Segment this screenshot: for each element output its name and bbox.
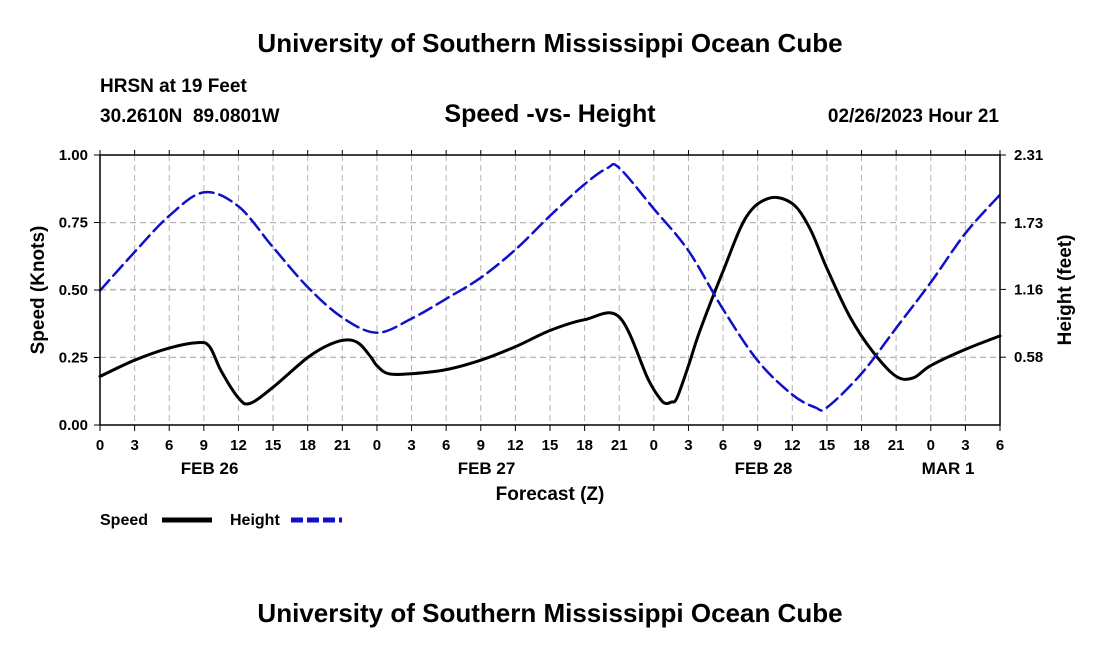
x-tick-label: 18	[853, 437, 870, 454]
day-label: FEB 28	[735, 459, 793, 478]
page-title-bottom: University of Southern Mississippi Ocean…	[257, 598, 843, 628]
legend: Speed Height	[100, 512, 342, 529]
speed-series-line	[98, 195, 1002, 406]
x-tick-label: 3	[130, 437, 138, 454]
x-tick-label: 3	[407, 437, 415, 454]
day-label: FEB 27	[458, 459, 516, 478]
y-tick-label-right: 0.58	[1014, 349, 1043, 366]
y-tick-label-left: 0.50	[59, 282, 88, 299]
y-tick-label-left: 0.75	[59, 215, 88, 232]
series-layer	[98, 162, 1002, 412]
grid	[100, 155, 1000, 425]
x-tick-label: 6	[719, 437, 727, 454]
axes: 0 3 6 9 12 15 18 21 0 3 6 9 12 15 18 21 0 3 6 9 12 15 18 21 0 3 6F…	[59, 147, 1043, 478]
y-axis-label-left: Speed (Knots)	[28, 226, 49, 355]
x-tick-label: 6	[165, 437, 173, 454]
coordinates-label: 30.2610N 89.0801W	[100, 106, 280, 127]
height-series-line	[98, 162, 1002, 412]
x-tick-label: 12	[784, 437, 801, 454]
x-tick-label: 18	[576, 437, 593, 454]
y-axis-label-right: Height (feet)	[1055, 235, 1076, 346]
x-tick-label: 3	[961, 437, 969, 454]
x-tick-label: 0	[373, 437, 381, 454]
datetime-label: 02/26/2023 Hour 21	[827, 106, 999, 127]
x-tick-label: 15	[265, 437, 282, 454]
y-tick-label-right: 2.31	[1014, 147, 1043, 164]
x-tick-label: 12	[507, 437, 524, 454]
speed-height-chart: 0 3 6 9 12 15 18 21 0 3 6 9 12 15 18 21 0 3 6 9 12 15 18 21 0 3 6F…	[28, 147, 1076, 529]
legend-speed-label: Speed	[100, 512, 148, 529]
chart-title: Speed -vs- Height	[444, 100, 656, 128]
x-tick-label: 0	[650, 437, 658, 454]
x-tick-label: 21	[334, 437, 351, 454]
x-tick-label: 9	[477, 437, 485, 454]
page-title-top: University of Southern Mississippi Ocean…	[257, 28, 843, 58]
x-tick-label: 15	[819, 437, 836, 454]
x-tick-label: 21	[888, 437, 905, 454]
day-label: MAR 1	[922, 459, 975, 478]
y-tick-label-left: 1.00	[59, 147, 88, 164]
y-tick-label-left: 0.00	[59, 417, 88, 434]
y-tick-label-left: 0.25	[59, 350, 88, 367]
legend-height-label: Height	[230, 512, 280, 529]
x-tick-label: 3	[684, 437, 692, 454]
day-label: FEB 26	[181, 459, 239, 478]
x-axis-label: Forecast (Z)	[496, 484, 605, 505]
x-tick-label: 21	[611, 437, 628, 454]
x-tick-label: 0	[96, 437, 104, 454]
x-tick-label: 18	[299, 437, 316, 454]
y-tick-label-right: 1.16	[1014, 281, 1043, 298]
x-tick-label: 6	[442, 437, 450, 454]
x-tick-label: 6	[996, 437, 1004, 454]
station-label: HRSN at 19 Feet	[100, 76, 247, 97]
x-tick-label: 12	[230, 437, 247, 454]
x-tick-label: 9	[754, 437, 762, 454]
x-tick-label: 15	[542, 437, 559, 454]
y-tick-label-right: 1.73	[1014, 215, 1043, 232]
x-tick-label: 0	[927, 437, 935, 454]
x-tick-label: 9	[200, 437, 208, 454]
